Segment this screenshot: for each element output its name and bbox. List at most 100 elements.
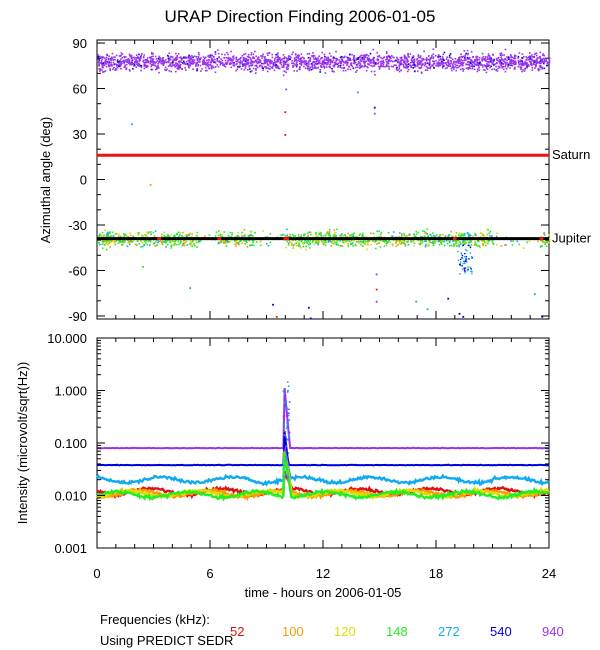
data-point — [168, 52, 171, 54]
data-point — [365, 53, 368, 56]
data-point — [211, 54, 213, 57]
data-point — [150, 63, 153, 66]
data-point — [462, 235, 464, 237]
data-point — [489, 66, 491, 69]
data-point — [327, 61, 329, 63]
data-point — [261, 67, 263, 69]
data-point — [399, 242, 401, 245]
data-point — [464, 57, 467, 60]
data-point — [383, 65, 385, 68]
data-point — [485, 60, 487, 63]
data-point — [308, 52, 311, 55]
data-point — [279, 62, 281, 64]
data-point — [528, 240, 531, 243]
burst-point — [286, 425, 289, 428]
data-point — [396, 66, 398, 69]
data-point — [373, 61, 376, 64]
data-point — [465, 259, 467, 262]
data-point — [538, 65, 541, 68]
data-point — [264, 55, 266, 58]
data-point — [363, 60, 365, 63]
data-point — [370, 232, 372, 234]
data-point — [423, 58, 425, 61]
data-point — [476, 59, 479, 62]
azimuth-frame — [96, 39, 550, 320]
data-point — [214, 53, 217, 55]
data-point — [539, 64, 542, 67]
data-point — [128, 62, 131, 64]
data-point — [192, 56, 194, 59]
data-point — [265, 242, 268, 245]
data-point — [319, 62, 322, 65]
data-point — [295, 56, 297, 59]
data-point — [233, 240, 236, 242]
burst-point — [287, 412, 289, 415]
data-point — [239, 60, 242, 62]
data-point — [101, 247, 104, 250]
data-point — [492, 242, 494, 245]
data-point — [461, 56, 463, 59]
data-point — [424, 240, 426, 242]
burst-point — [285, 473, 288, 476]
data-point — [147, 232, 150, 234]
data-point — [275, 61, 278, 63]
data-point — [494, 63, 497, 65]
data-point — [437, 61, 439, 64]
data-point — [461, 254, 464, 257]
data-point — [382, 59, 385, 62]
data-point — [226, 240, 228, 243]
data-point — [208, 54, 210, 57]
data-point — [98, 243, 101, 246]
data-point — [400, 56, 403, 59]
data-point — [238, 58, 240, 61]
burst-point — [284, 434, 286, 437]
data-point — [424, 245, 427, 248]
data-point — [174, 57, 177, 60]
data-point — [531, 64, 533, 67]
data-point — [490, 65, 492, 68]
data-point — [150, 55, 153, 58]
data-point — [273, 59, 276, 62]
data-point — [268, 52, 271, 54]
data-point — [392, 65, 395, 68]
data-point — [453, 245, 455, 248]
data-point — [209, 61, 212, 64]
data-point — [341, 59, 344, 61]
data-point — [149, 60, 152, 63]
data-point — [246, 61, 248, 64]
data-point — [407, 55, 410, 58]
data-point — [186, 244, 188, 246]
data-point — [184, 66, 186, 69]
data-point — [241, 242, 243, 245]
data-point — [419, 55, 422, 57]
data-point — [486, 241, 488, 243]
data-point — [488, 60, 490, 63]
data-point — [498, 61, 501, 63]
data-point — [500, 56, 502, 58]
data-point — [129, 63, 131, 66]
data-point — [139, 59, 142, 62]
data-point — [486, 58, 488, 61]
data-point — [332, 59, 335, 62]
data-point — [265, 61, 268, 64]
data-point — [407, 63, 410, 66]
data-point — [395, 64, 397, 67]
data-point — [166, 243, 169, 246]
data-point — [467, 232, 469, 234]
data-point — [319, 71, 321, 73]
data-point — [525, 59, 528, 61]
data-point — [337, 66, 339, 68]
data-point — [97, 56, 100, 58]
data-point — [138, 231, 140, 234]
data-point — [425, 240, 427, 242]
data-point — [331, 67, 333, 70]
data-point — [534, 67, 536, 69]
data-point — [386, 242, 389, 244]
data-point — [339, 244, 342, 247]
data-point — [511, 244, 514, 246]
data-point — [252, 240, 255, 243]
data-point — [142, 235, 144, 238]
data-point — [519, 66, 522, 68]
data-point — [302, 245, 305, 248]
